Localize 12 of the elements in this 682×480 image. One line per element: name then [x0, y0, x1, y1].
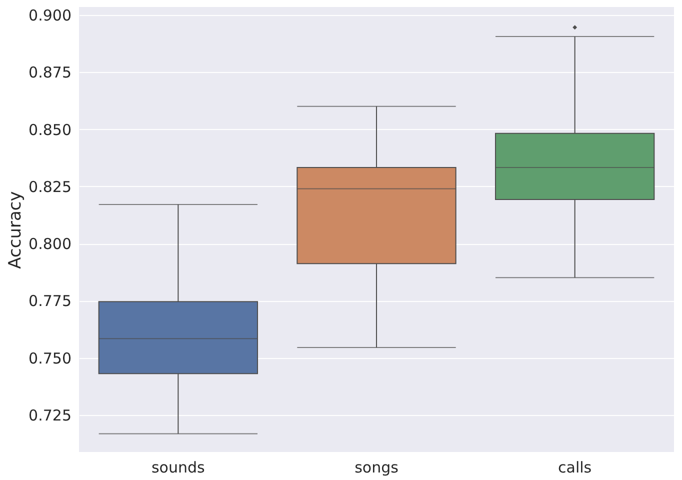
- y-axis-title: Accuracy: [6, 191, 26, 269]
- y-tick-label: 0.875: [28, 64, 72, 82]
- x-tick-label: calls: [558, 458, 592, 476]
- y-tick-label: 0.750: [28, 349, 72, 368]
- y-tick-label: 0.850: [28, 120, 72, 139]
- y-tick-label: 0.900: [28, 6, 72, 24]
- y-tick-label: 0.725: [28, 406, 72, 424]
- x-tick-label: songs: [354, 458, 399, 476]
- y-tick-label: 0.825: [28, 178, 72, 196]
- y-tick-label: 0.775: [28, 292, 72, 310]
- x-tick-label: sounds: [151, 458, 206, 476]
- y-tick-label: 0.800: [28, 235, 72, 254]
